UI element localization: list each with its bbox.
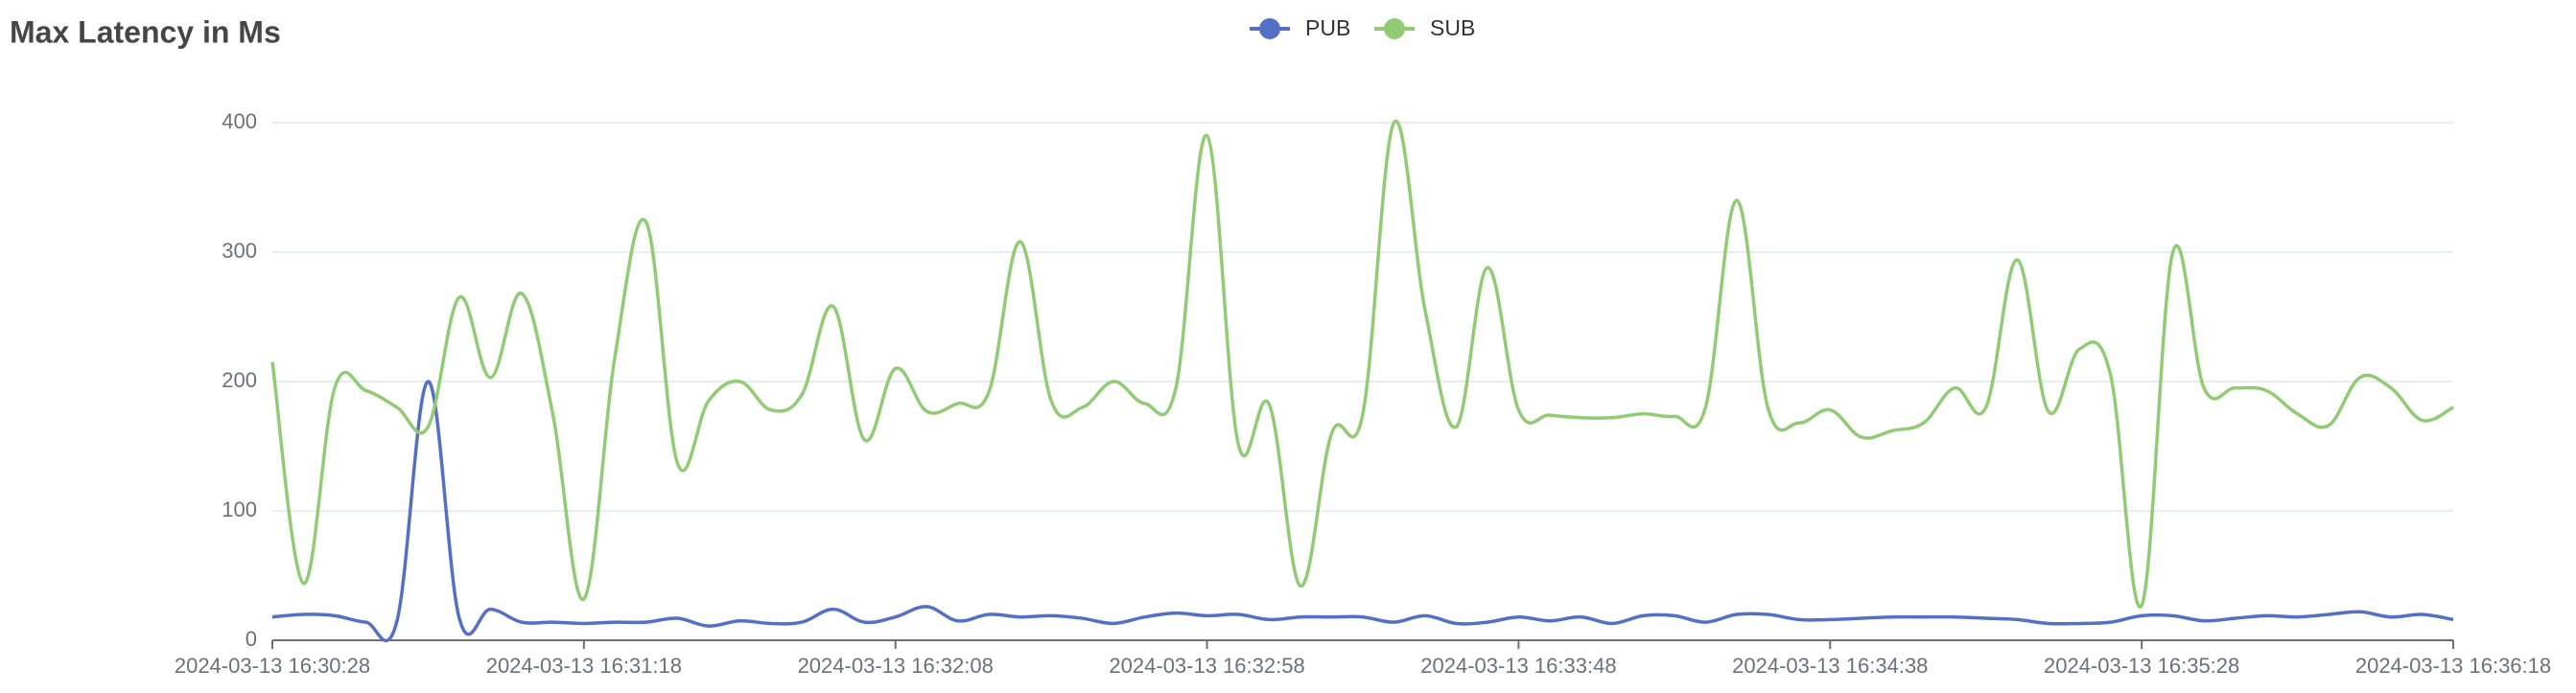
x-tick-label: 2024-03-13 16:35:28 — [2044, 654, 2239, 678]
x-tick-label: 2024-03-13 16:30:28 — [175, 654, 370, 678]
series-line — [270, 119, 2454, 610]
series-line — [271, 380, 2454, 643]
legend-label: SUB — [1430, 15, 1475, 40]
x-tick-label: 2024-03-13 16:31:18 — [486, 654, 682, 678]
legend-marker — [1384, 18, 1405, 39]
x-tick-label: 2024-03-13 16:34:38 — [1732, 654, 1928, 678]
x-tick-label: 2024-03-13 16:32:08 — [798, 654, 994, 678]
legend-label: PUB — [1305, 15, 1350, 40]
x-tick-label: 2024-03-13 16:32:58 — [1109, 654, 1304, 678]
y-tick-label: 400 — [222, 109, 257, 133]
y-tick-label: 100 — [222, 497, 257, 521]
legend-marker — [1259, 18, 1280, 39]
x-tick-label: 2024-03-13 16:36:18 — [2355, 654, 2551, 678]
x-tick-label: 2024-03-13 16:33:48 — [1420, 654, 1616, 678]
chart-title: Max Latency in Ms — [10, 14, 281, 49]
y-tick-label: 200 — [222, 368, 257, 392]
y-tick-label: 0 — [246, 627, 257, 651]
y-tick-label: 300 — [222, 239, 257, 263]
